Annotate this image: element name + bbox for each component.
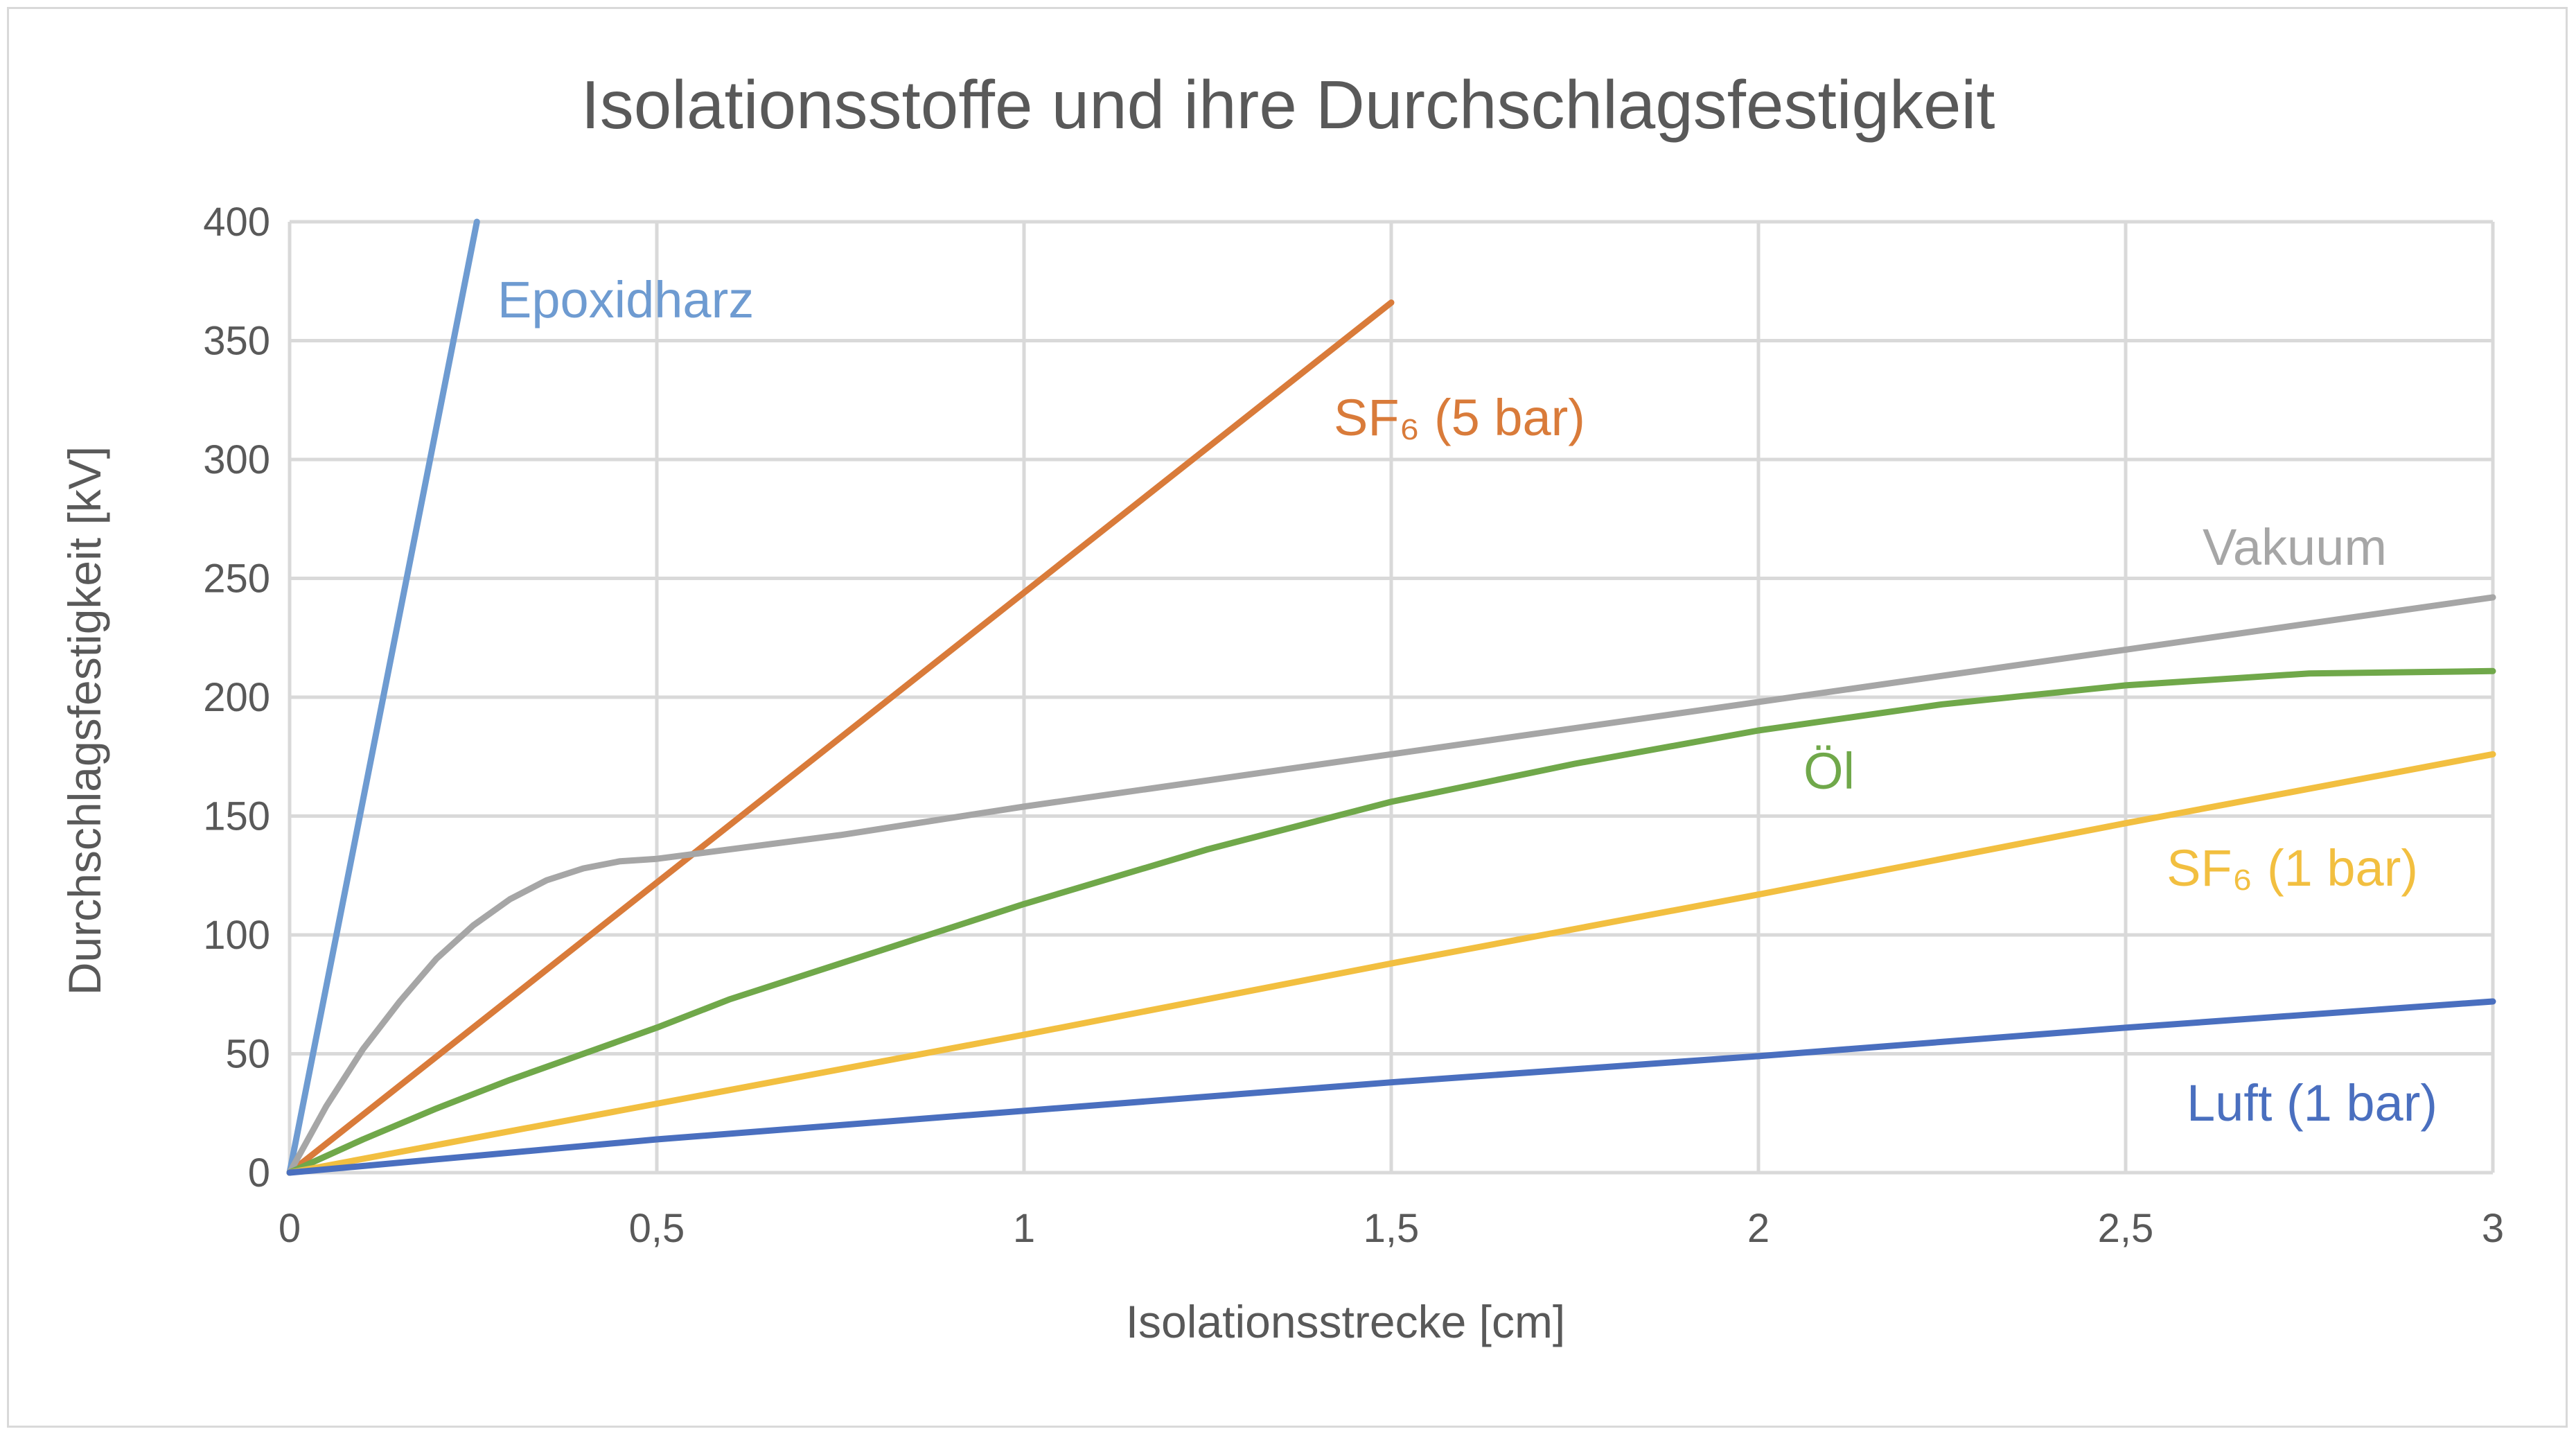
x-tick-label: 1 (1013, 1206, 1035, 1251)
y-tick-label: 250 (203, 557, 270, 602)
series-layer (286, 218, 2496, 1176)
y-tick-label: 100 (203, 913, 270, 958)
y-tick-label: 350 (203, 319, 270, 364)
grid-layer (288, 220, 2495, 1175)
x-tick-label: 2 (1747, 1206, 1770, 1251)
y-tick-label: 0 (248, 1150, 270, 1196)
series-label: Vakuum (2203, 518, 2387, 576)
series-label: Epoxidharz (497, 271, 754, 329)
series-label: SF₆ (5 bar) (1334, 389, 1585, 446)
x-tick-label: 1,5 (1364, 1206, 1420, 1251)
series-labels: Epoxidharz SF₆ (5 bar) Vakuum Öl SF₆ (1 bar)… (497, 271, 2437, 1132)
series-label: Öl (1803, 742, 1855, 800)
x-axis-title: Isolationsstrecke [cm] (1126, 1296, 1566, 1347)
y-axis-title: Durchschlagsfestigkeit [kV] (59, 446, 110, 995)
y-tick-label: 400 (203, 200, 270, 245)
series-line-luft-1-bar (286, 998, 2496, 1176)
x-tick-labels: 0 0,5 1 1,5 2 2,5 3 (279, 1206, 2504, 1251)
series-label: SF₆ (1 bar) (2167, 839, 2418, 897)
series-line-epoxidharz (286, 218, 480, 1176)
x-tick-label: 0 (279, 1206, 301, 1251)
series-line-vakuum (286, 594, 2496, 1176)
chart-frame (7, 7, 2568, 1428)
y-tick-label: 150 (203, 794, 270, 839)
y-tick-label: 50 (225, 1032, 270, 1077)
chart-title: Isolationsstoffe und ihre Durchschlagsfe… (581, 67, 1995, 143)
x-tick-label: 2,5 (2098, 1206, 2154, 1251)
series-line-öl (286, 667, 2496, 1176)
y-tick-label: 200 (203, 675, 270, 720)
x-tick-label: 0,5 (629, 1206, 685, 1251)
y-tick-label: 300 (203, 437, 270, 482)
series-line-sf6-5-bar (286, 299, 1395, 1176)
x-tick-label: 3 (2482, 1206, 2504, 1251)
series-label: Luft (1 bar) (2187, 1074, 2437, 1132)
y-tick-labels: 0 50 100 150 200 250 300 350 400 (203, 200, 270, 1196)
series-line-sf6-1-bar (286, 751, 2496, 1176)
